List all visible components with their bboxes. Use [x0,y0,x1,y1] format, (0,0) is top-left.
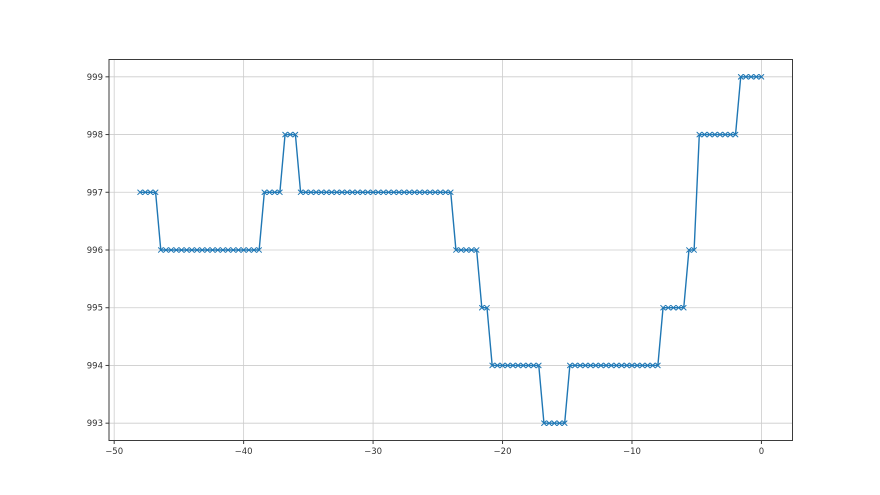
y-tick-label: 998 [87,131,103,141]
tick-labels: −50 −40 −30 −20 −10 0 993 994 995 996 997 998 999 [87,73,764,457]
y-tick-label: 997 [87,188,103,198]
x-tick-label: −20 [494,447,512,457]
y-tick-label: 995 [87,304,103,314]
x-tick-label: −40 [235,447,253,457]
y-tick-label: 996 [87,246,103,256]
x-tick-label: −50 [105,447,123,457]
ticks [105,76,762,444]
data-markers [137,74,765,426]
y-tick-label: 994 [87,361,103,371]
y-tick-label: 999 [87,73,103,83]
y-tick-label: 993 [87,419,103,429]
x-tick-label: −10 [623,447,641,457]
x-tick-label: 0 [759,447,764,457]
x-tick-label: −30 [364,447,382,457]
